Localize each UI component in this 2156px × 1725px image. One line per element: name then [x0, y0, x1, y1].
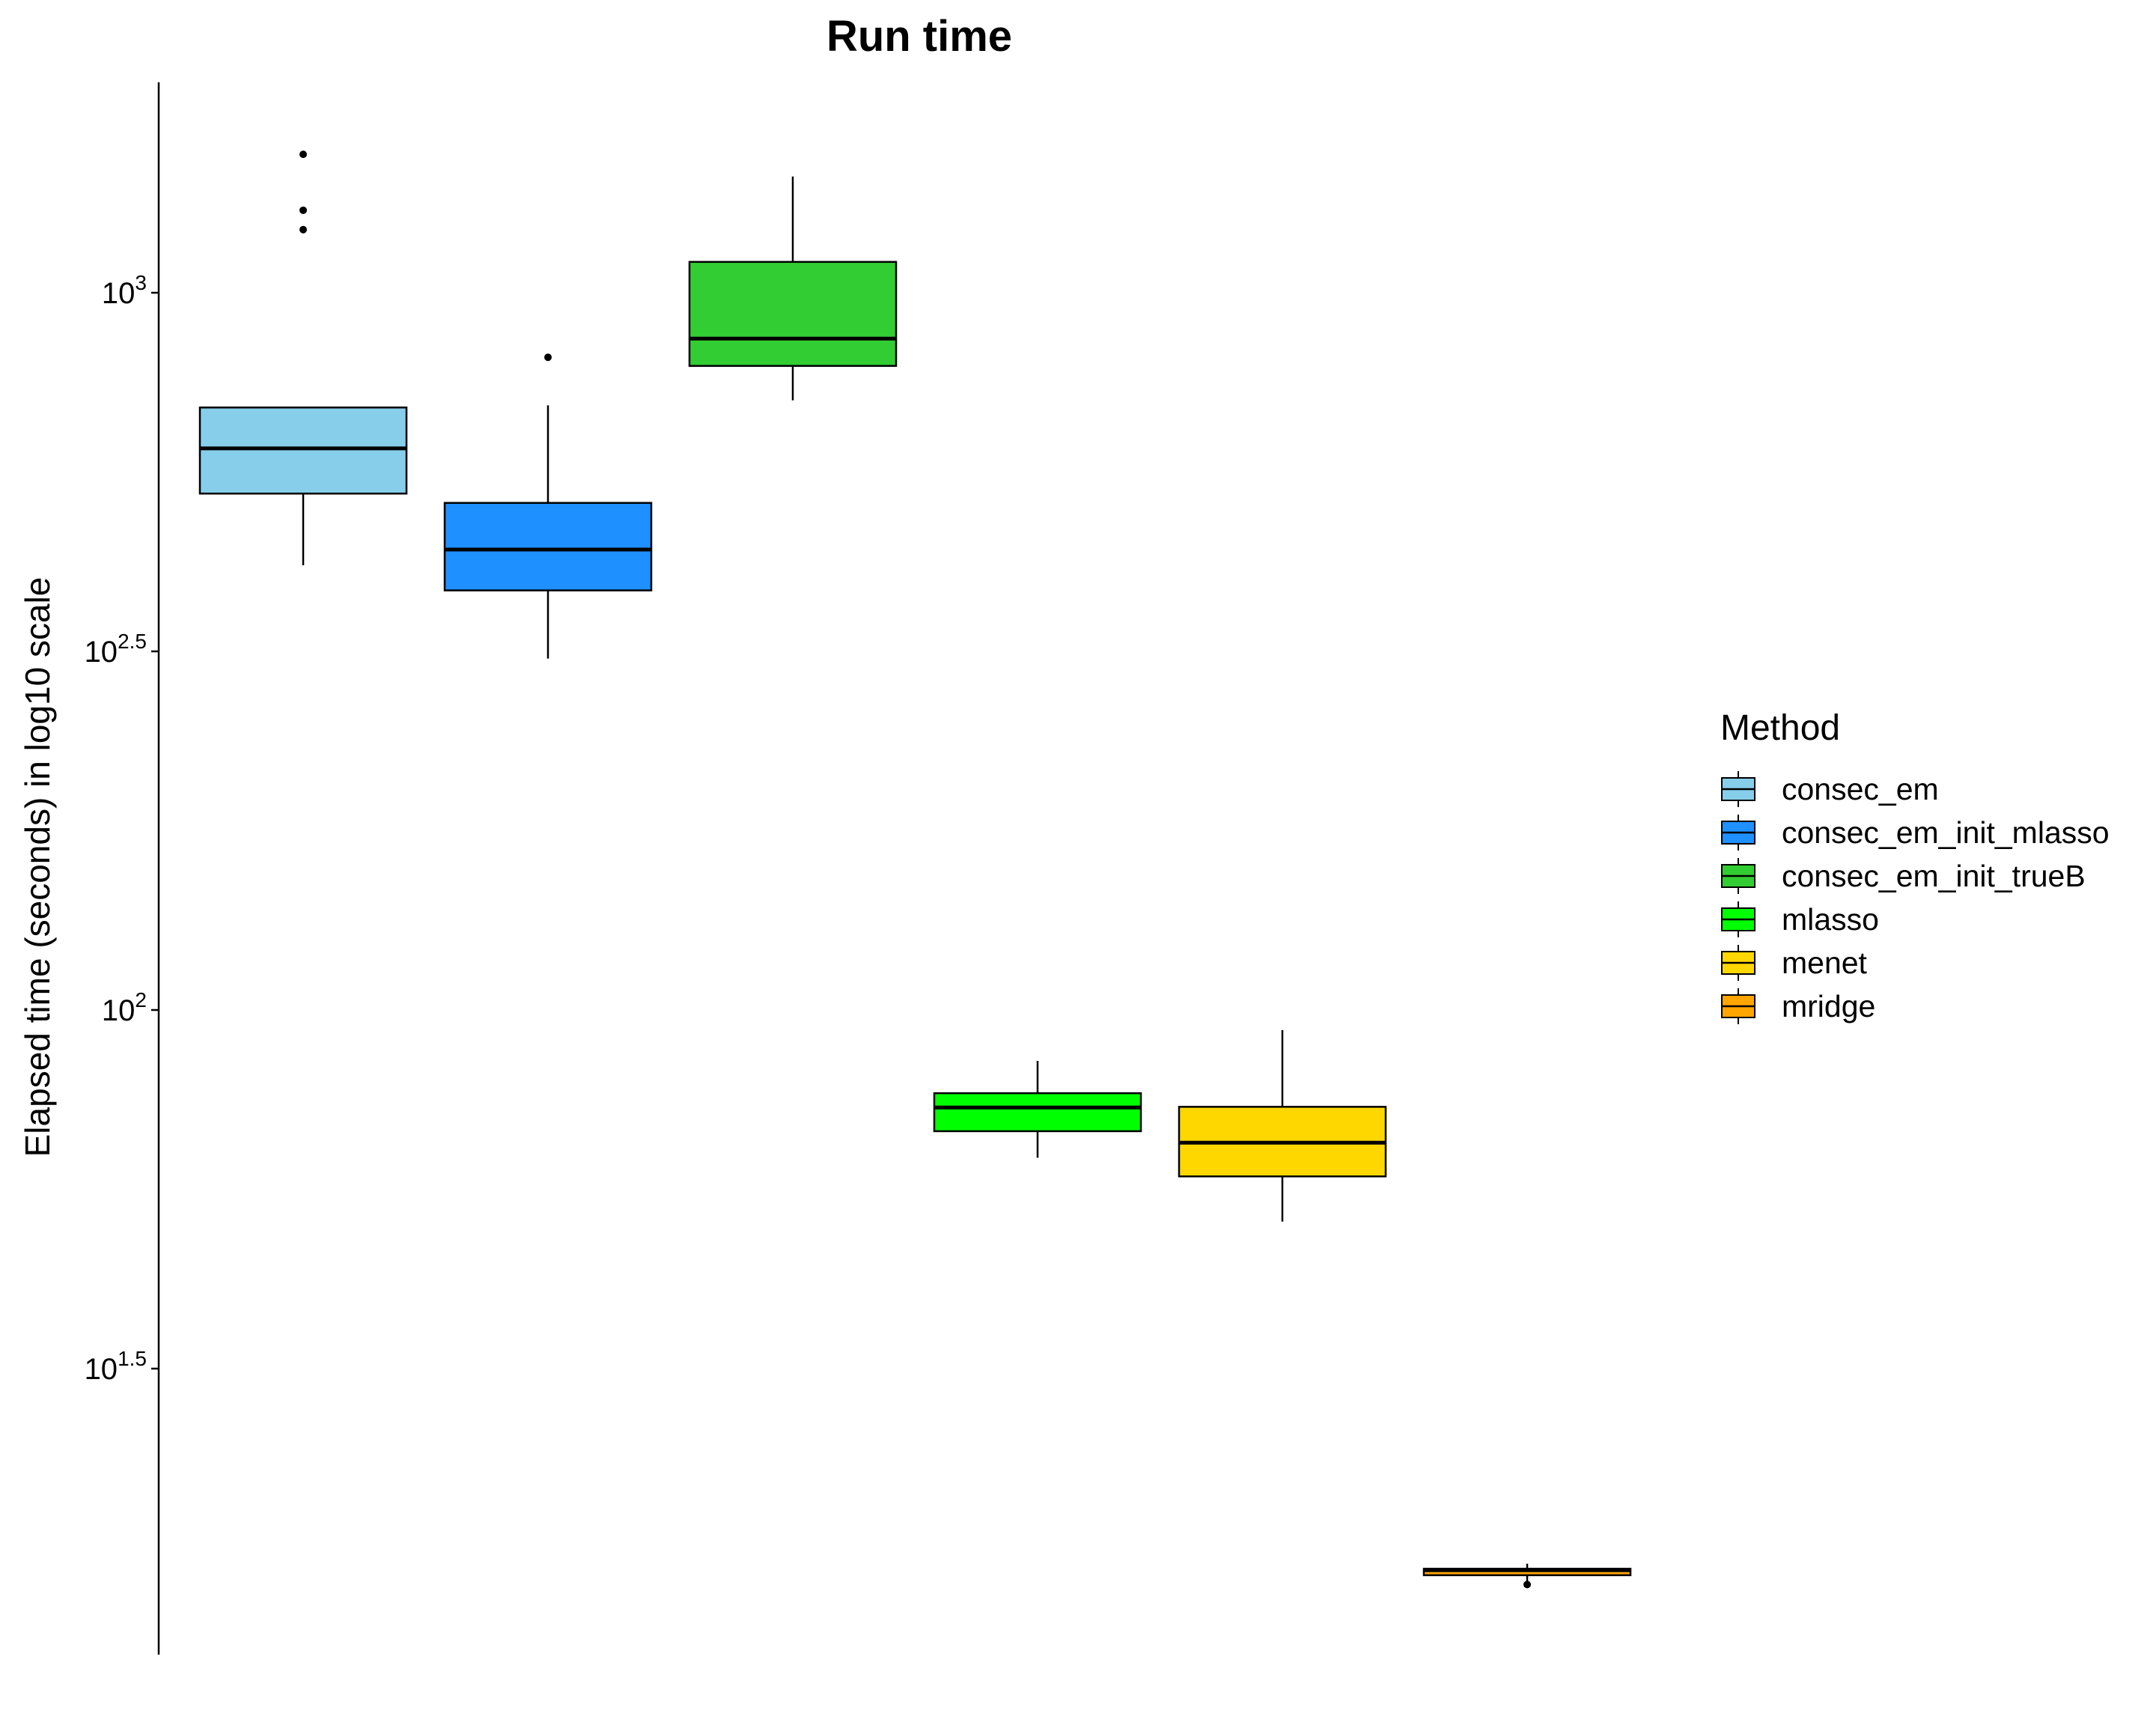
legend-item-mridge: mridge: [1721, 988, 1875, 1024]
y-axis-label: Elapsed time (seconds) in log10 scale: [18, 577, 57, 1157]
y-tick-label: 103: [102, 271, 147, 310]
legend-item-menet: menet: [1721, 945, 1868, 981]
box-consec_em_init_mlasso: [443, 353, 653, 659]
y-tick-label: 101.5: [85, 1347, 147, 1386]
y-tick-label: 102.5: [85, 630, 147, 669]
legend-label: mridge: [1782, 989, 1875, 1023]
box-mlasso: [933, 1061, 1142, 1158]
legend-item-consec_em_init_mlasso: consec_em_init_mlasso: [1721, 815, 2110, 851]
legend-label: menet: [1782, 946, 1868, 980]
legend-label: consec_em_init_trueB: [1782, 859, 2086, 893]
outlier-point: [1523, 1581, 1531, 1589]
legend-title: Method: [1720, 708, 1840, 748]
y-axis-ticks: 103 102.5 102 101.5: [85, 271, 159, 1386]
legend-label: consec_em_init_mlasso: [1782, 815, 2110, 850]
box-menet: [1178, 1029, 1387, 1222]
legend-items: consec_em consec_em_init_mlasso consec_em_…: [1721, 771, 2110, 1024]
y-tick-label: 102: [102, 988, 147, 1027]
box-mridge: [1422, 1563, 1632, 1589]
box-iqr: [688, 261, 898, 367]
box-iqr: [443, 502, 653, 591]
box-iqr: [933, 1092, 1142, 1133]
legend-label: consec_em: [1782, 772, 1939, 806]
box-iqr: [198, 407, 408, 495]
legend-item-consec_em: consec_em: [1721, 771, 1939, 807]
legend-item-mlasso: mlasso: [1721, 901, 1879, 937]
legend-label: mlasso: [1782, 902, 1879, 937]
outlier-point: [299, 225, 307, 234]
box-consec_em: [198, 150, 408, 566]
outlier-point: [299, 150, 307, 159]
legend-item-consec_em_init_trueB: consec_em_init_trueB: [1721, 858, 2086, 894]
outlier-point: [299, 206, 307, 214]
outlier-point: [544, 353, 552, 362]
plot-area: [198, 150, 1632, 1589]
legend: Method consec_emconsec_em_init_mlassocon…: [1720, 708, 2110, 1024]
chart-title: Run time: [826, 12, 1012, 61]
box-consec_em_init_trueB: [688, 176, 898, 401]
